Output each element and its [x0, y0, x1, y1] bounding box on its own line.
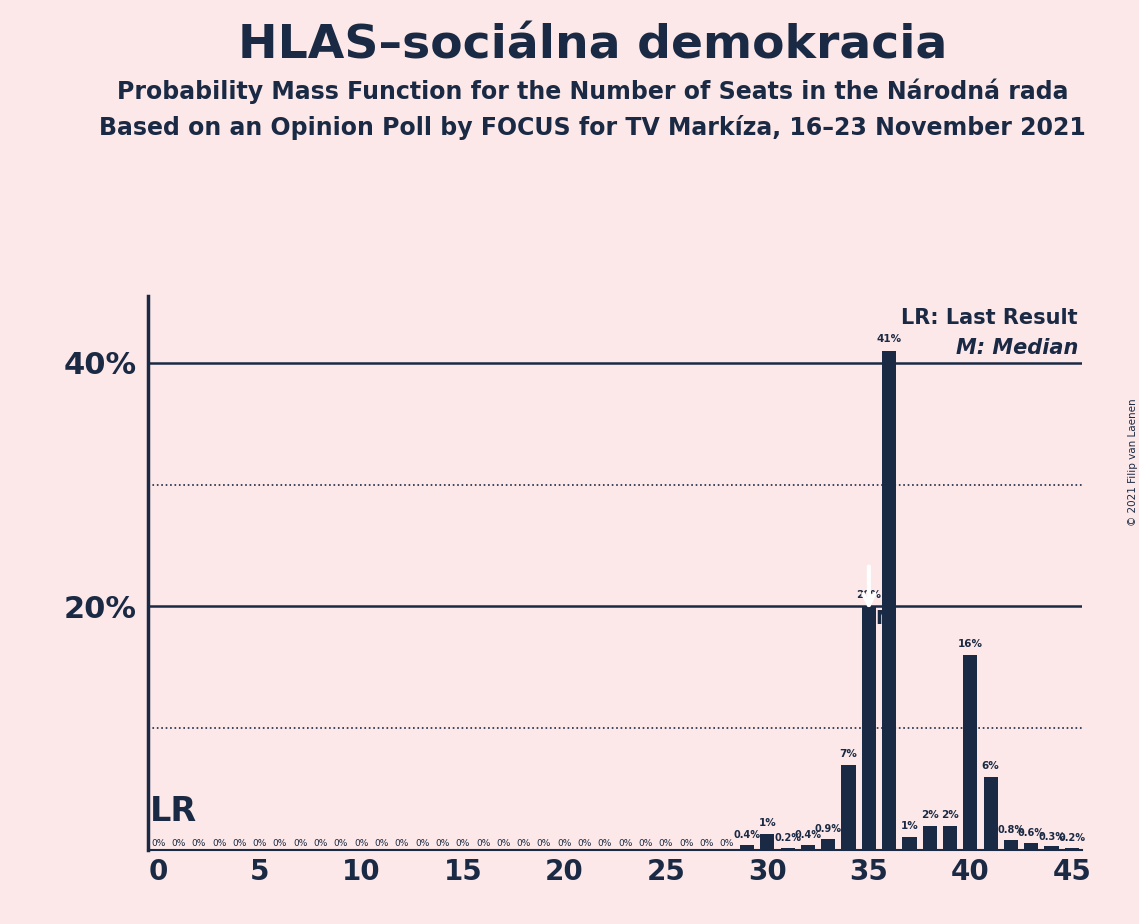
Text: 2%: 2% — [921, 809, 939, 820]
Text: 0%: 0% — [191, 839, 206, 847]
Text: 0%: 0% — [699, 839, 714, 847]
Text: 0%: 0% — [618, 839, 632, 847]
Text: 0%: 0% — [638, 839, 653, 847]
Text: 0%: 0% — [212, 839, 227, 847]
Bar — [1024, 843, 1039, 850]
Bar — [740, 845, 754, 850]
Text: LR: Last Result: LR: Last Result — [901, 308, 1077, 328]
Text: 0%: 0% — [253, 839, 267, 847]
Text: 0%: 0% — [151, 839, 165, 847]
Text: 0%: 0% — [557, 839, 572, 847]
Text: M: M — [875, 609, 894, 627]
Bar — [862, 606, 876, 850]
Text: 0%: 0% — [658, 839, 673, 847]
Text: 0.2%: 0.2% — [1058, 833, 1085, 843]
Text: 20%: 20% — [857, 590, 882, 601]
Text: Based on an Opinion Poll by FOCUS for TV Markíza, 16–23 November 2021: Based on an Opinion Poll by FOCUS for TV… — [99, 116, 1085, 140]
Text: 0.4%: 0.4% — [794, 831, 821, 840]
Text: 0.4%: 0.4% — [734, 831, 761, 840]
Text: HLAS–sociálna demokracia: HLAS–sociálna demokracia — [238, 23, 947, 68]
Text: 2%: 2% — [941, 809, 959, 820]
Text: 0%: 0% — [536, 839, 551, 847]
Text: 0.8%: 0.8% — [998, 825, 1025, 835]
Text: 0%: 0% — [293, 839, 308, 847]
Bar — [882, 350, 896, 850]
Bar — [1044, 846, 1058, 850]
Bar — [780, 847, 795, 850]
Text: 0%: 0% — [375, 839, 388, 847]
Text: 0%: 0% — [415, 839, 429, 847]
Text: 0%: 0% — [334, 839, 349, 847]
Bar — [902, 836, 917, 850]
Text: 0%: 0% — [456, 839, 470, 847]
Text: 0%: 0% — [232, 839, 247, 847]
Text: 0%: 0% — [313, 839, 328, 847]
Text: 16%: 16% — [958, 639, 983, 649]
Text: 0%: 0% — [395, 839, 409, 847]
Text: 1%: 1% — [901, 821, 918, 831]
Text: 6%: 6% — [982, 760, 1000, 771]
Text: 0%: 0% — [435, 839, 450, 847]
Bar — [821, 839, 835, 850]
Text: 0.6%: 0.6% — [1018, 828, 1044, 838]
Text: 0.9%: 0.9% — [814, 824, 842, 834]
Text: 0%: 0% — [354, 839, 368, 847]
Bar — [923, 826, 937, 850]
Text: 0%: 0% — [598, 839, 612, 847]
Bar — [943, 826, 957, 850]
Text: 0.2%: 0.2% — [775, 833, 801, 843]
Text: © 2021 Filip van Laenen: © 2021 Filip van Laenen — [1129, 398, 1138, 526]
Bar — [984, 777, 998, 850]
Text: 1%: 1% — [759, 818, 776, 828]
Text: 0%: 0% — [497, 839, 510, 847]
Text: 0.3%: 0.3% — [1038, 832, 1065, 842]
Text: M: Median: M: Median — [956, 338, 1077, 359]
Text: 0%: 0% — [577, 839, 592, 847]
Bar — [842, 765, 855, 850]
Text: LR: LR — [150, 796, 197, 828]
Text: Probability Mass Function for the Number of Seats in the Národná rada: Probability Mass Function for the Number… — [116, 79, 1068, 104]
Bar — [1003, 840, 1018, 850]
Bar — [760, 834, 775, 850]
Text: 0%: 0% — [273, 839, 287, 847]
Text: 0%: 0% — [679, 839, 694, 847]
Bar — [964, 655, 977, 850]
Text: 0%: 0% — [476, 839, 490, 847]
Bar — [801, 845, 816, 850]
Text: 41%: 41% — [877, 334, 902, 345]
Bar — [1065, 847, 1079, 850]
Text: 0%: 0% — [171, 839, 186, 847]
Text: 7%: 7% — [839, 748, 858, 759]
Text: 0%: 0% — [720, 839, 734, 847]
Text: 0%: 0% — [516, 839, 531, 847]
